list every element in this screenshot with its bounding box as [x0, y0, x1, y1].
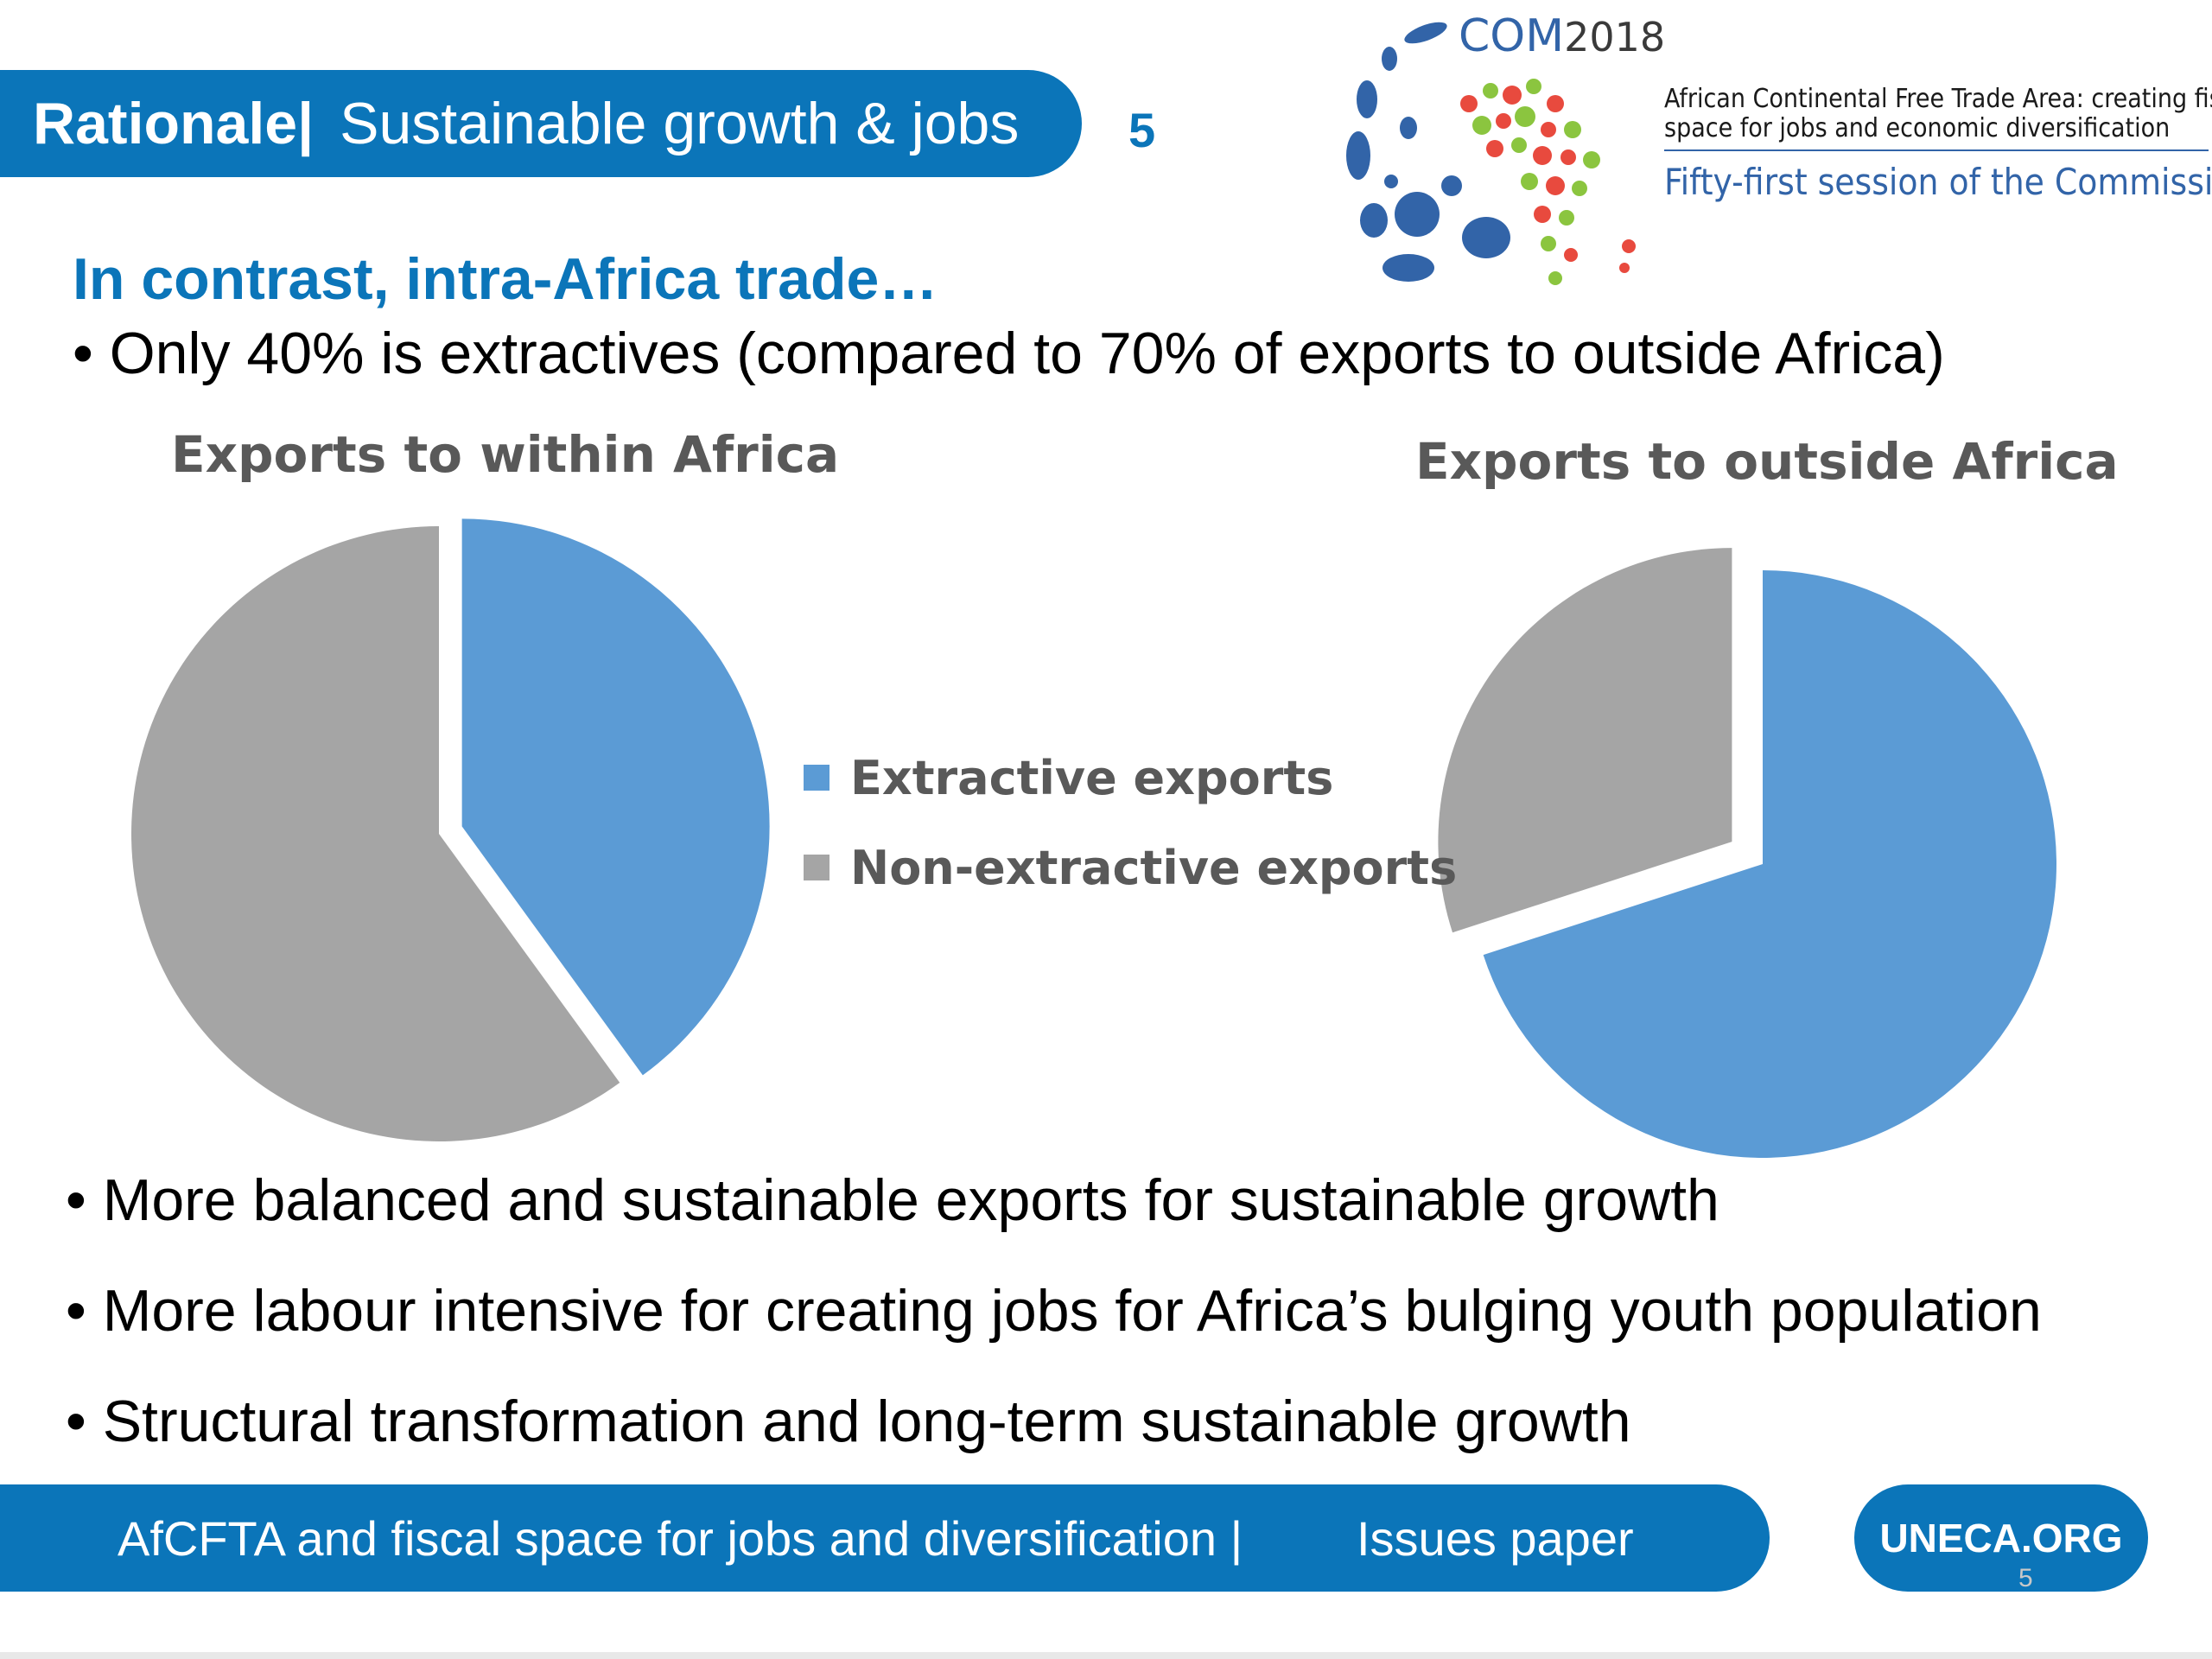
logo-dot: [1546, 176, 1565, 195]
bullet-2-text: More labour intensive for creating jobs …: [102, 1278, 2042, 1344]
logo-dot: [1564, 121, 1581, 138]
slide-number-bottom: 5: [2018, 1564, 2033, 1592]
bullet-1-text: More balanced and sustainable exports fo…: [102, 1167, 1719, 1233]
uneca-link-button[interactable]: UNECA.ORG: [1854, 1484, 2148, 1592]
chart-legend: Extractive exports Non-extractive export…: [804, 733, 1457, 912]
logo-dot: [1547, 95, 1564, 112]
africa-dots-icon: [1346, 22, 1636, 285]
pie-slice-outside-non-extractive-exports: [1438, 548, 1732, 933]
logo-dot: [1534, 206, 1551, 223]
logo-subtitle-line1: African Continental Free Trade Area: cre…: [1664, 84, 2212, 114]
logo-dot: [1583, 151, 1600, 168]
logo-dot: [1511, 137, 1527, 153]
logo-dot: [1395, 192, 1440, 237]
logo-dot: [1460, 95, 1478, 112]
legend-swatch-non-extractive: [804, 855, 830, 880]
logo-dot: [1560, 149, 1576, 165]
logo-subtitle: African Continental Free Trade Area: cre…: [1664, 85, 2212, 143]
logo-dot: [1619, 263, 1630, 273]
logo-dot: [1515, 106, 1535, 127]
bullet-2: • More labour intensive for creating job…: [66, 1278, 2042, 1344]
logo-divider: [1664, 149, 2209, 151]
logo-dot: [1559, 210, 1574, 226]
logo-dot: [1357, 80, 1377, 118]
logo-dot: [1382, 47, 1397, 71]
logo-dot: [1541, 122, 1556, 137]
logo-com: COM: [1459, 10, 1565, 62]
logo-dot: [1496, 113, 1511, 129]
logo-dot: [1462, 217, 1510, 258]
pie-slice-within-extractive-exports: [461, 518, 770, 1076]
logo-dot: [1533, 146, 1552, 165]
slide-bottom-edge: [0, 1652, 2212, 1659]
logo-dot: [1622, 239, 1636, 253]
bullet-3: • Structural transformation and long-ter…: [66, 1389, 1631, 1454]
logo-dot: [1346, 131, 1370, 180]
slide-title-bar: Rationale| Sustainable growth & jobs: [0, 70, 1082, 177]
logo-dot: [1472, 116, 1491, 135]
logo-dot: [1564, 248, 1578, 262]
legend-swatch-extractive: [804, 765, 830, 791]
legend-label-non-extractive: Non-extractive exports: [850, 840, 1458, 895]
legend-label-extractive: Extractive exports: [850, 750, 1334, 805]
slide-title-bold: Rationale|: [33, 91, 315, 156]
footer-bar: AfCFTA and fiscal space for jobs and div…: [0, 1484, 1770, 1592]
logo-dot: [1486, 140, 1503, 157]
legend-item-extractive: Extractive exports: [804, 733, 1457, 823]
chart-title-within: Exports to within Africa: [171, 425, 840, 484]
logo-dot: [1400, 117, 1417, 139]
logo-dot: [1404, 22, 1447, 44]
slide-title-text: Sustainable growth & jobs: [340, 91, 1020, 156]
logo-subtitle-line2: space for jobs and economic diversificat…: [1664, 113, 2171, 143]
logo-dot: [1521, 173, 1538, 190]
logo-dot: [1572, 181, 1587, 196]
logo-dot: [1548, 271, 1562, 285]
logo-dot: [1483, 83, 1498, 99]
com-2018-logo: COM2018 African Continental Free Trade A…: [1322, 9, 2212, 311]
bullet-top: • Only 40% is extractives (compared to 7…: [73, 321, 1945, 386]
pie-slice-outside-extractive-exports: [1483, 570, 2056, 1158]
chart-title-outside: Exports to outside Africa: [1415, 432, 2119, 491]
logo-dot: [1541, 236, 1556, 251]
bullet-top-text: Only 40% is extractives (compared to 70%…: [109, 321, 1945, 386]
logo-dot: [1503, 86, 1522, 105]
logo-dot: [1526, 79, 1541, 94]
lead-heading: In contrast, intra-Africa trade…: [73, 246, 938, 312]
footer-text-right: Issues paper: [1357, 1511, 1634, 1566]
footer-text-left: AfCFTA and fiscal space for jobs and div…: [118, 1511, 1243, 1566]
logo-dot: [1384, 175, 1398, 188]
logo-dot: [1382, 254, 1434, 282]
logo-dot: [1360, 203, 1388, 238]
bullet-3-text: Structural transformation and long-term …: [102, 1389, 1631, 1454]
logo-session: Fifty-first session of the Commission: [1664, 161, 2212, 203]
logo-com-text: COM2018: [1459, 10, 1665, 62]
logo-dot: [1441, 175, 1462, 196]
legend-item-non-extractive: Non-extractive exports: [804, 823, 1457, 912]
logo-year: 2018: [1564, 14, 1666, 60]
pie-slice-within-non-extractive-exports: [130, 526, 620, 1141]
slide-number-top: 5: [1128, 103, 1156, 157]
bullet-1: • More balanced and sustainable exports …: [66, 1167, 1719, 1233]
